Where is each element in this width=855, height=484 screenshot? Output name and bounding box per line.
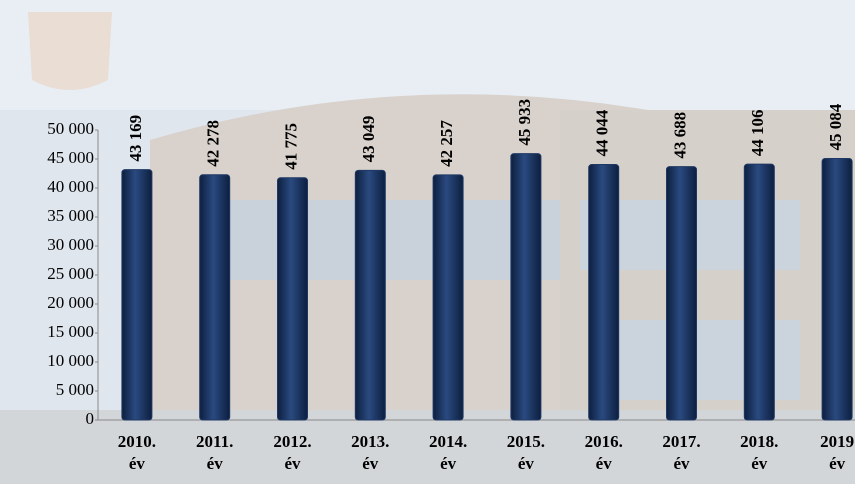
y-tick-label: 50 000 (47, 119, 94, 138)
x-tick-label: 2011. (196, 432, 233, 451)
x-tick-label: év (362, 454, 379, 473)
bar (199, 174, 231, 421)
bar (432, 174, 464, 421)
y-tick-label: 10 000 (47, 351, 94, 370)
y-tick-label: 20 000 (47, 293, 94, 312)
value-label: 43 049 (359, 116, 378, 163)
x-tick-label: 2017. (662, 432, 700, 451)
x-tick-label: év (440, 454, 457, 473)
y-tick-label: 40 000 (47, 177, 94, 196)
x-tick-label: 2014. (429, 432, 467, 451)
y-tick-label: 15 000 (47, 322, 94, 341)
bar (743, 163, 775, 421)
x-tick-label: 2010. (118, 432, 156, 451)
y-tick-label: 35 000 (47, 206, 94, 225)
x-tick-label: év (829, 454, 846, 473)
value-label: 45 084 (826, 103, 845, 150)
value-label: 44 044 (593, 109, 612, 156)
x-tick-label: 2013. (351, 432, 389, 451)
bar (510, 153, 542, 421)
x-tick-label: 2015. (507, 432, 545, 451)
y-tick-label: 30 000 (47, 235, 94, 254)
bar (588, 164, 620, 421)
bar (354, 169, 386, 421)
value-label: 44 106 (748, 109, 767, 156)
x-tick-label: év (518, 454, 535, 473)
y-tick-label: 25 000 (47, 264, 94, 283)
value-label: 42 278 (204, 120, 223, 167)
value-label: 42 257 (437, 120, 456, 167)
x-tick-label: év (596, 454, 613, 473)
value-label: 43 169 (126, 115, 145, 162)
x-tick-label: 2018. (740, 432, 778, 451)
x-tick-label: év (284, 454, 301, 473)
x-tick-label: 2012. (273, 432, 311, 451)
x-tick-label: év (751, 454, 768, 473)
y-tick-label: 0 (86, 409, 95, 428)
y-tick-label: 45 000 (47, 148, 94, 167)
x-tick-label: év (129, 454, 146, 473)
value-label: 41 775 (281, 123, 300, 170)
x-tick-label: év (673, 454, 690, 473)
bar (121, 169, 153, 421)
x-tick-label: év (207, 454, 224, 473)
x-tick-label: 2019 (820, 432, 854, 451)
value-label: 43 688 (670, 112, 689, 159)
bar (821, 158, 853, 421)
x-tick-label: 2016. (585, 432, 623, 451)
bar (666, 166, 697, 421)
y-tick-label: 5 000 (56, 380, 94, 399)
value-label: 45 933 (515, 99, 534, 146)
bar (277, 177, 308, 421)
